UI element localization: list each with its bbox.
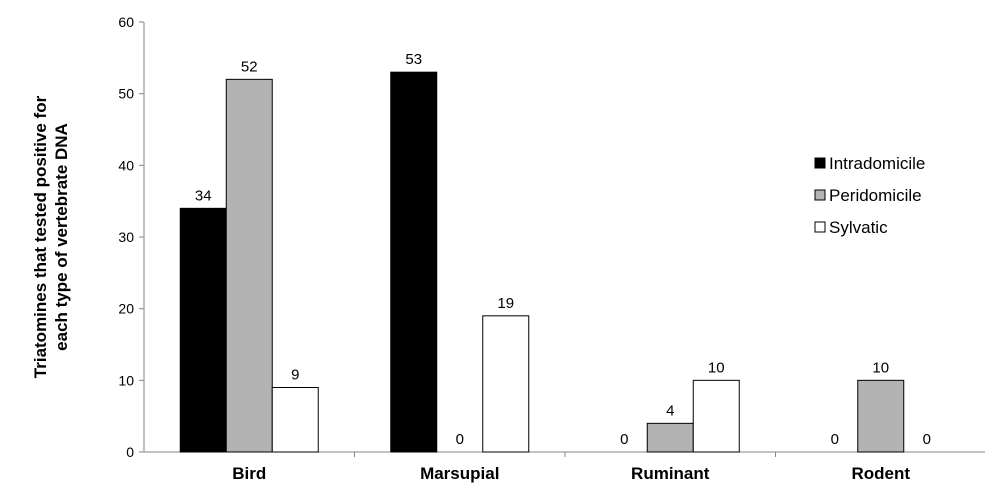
bar bbox=[390, 71, 438, 453]
bar bbox=[857, 379, 905, 453]
y-tick-label: 40 bbox=[118, 157, 134, 173]
y-axis-label-line-2: each type of vertebrate DNA bbox=[52, 123, 71, 351]
legend-label: Sylvatic bbox=[829, 218, 888, 237]
y-axis-ticks: 0 10 20 30 40 50 60 bbox=[118, 14, 144, 460]
data-label: 0 bbox=[923, 431, 931, 448]
legend-label: Intradomicile bbox=[829, 154, 925, 173]
bars bbox=[179, 71, 905, 453]
legend-swatch bbox=[814, 189, 826, 201]
category-label: Marsupial bbox=[420, 464, 499, 483]
data-label: 9 bbox=[291, 367, 299, 384]
y-tick-label: 60 bbox=[118, 14, 134, 30]
y-axis-label: Triatomines that tested positive for eac… bbox=[31, 95, 71, 378]
category-labels: Bird Marsupial Ruminant Rodent bbox=[232, 452, 910, 483]
bar bbox=[692, 379, 740, 453]
data-label: 0 bbox=[831, 431, 839, 448]
data-label: 34 bbox=[195, 187, 212, 204]
y-tick-label: 50 bbox=[118, 86, 134, 102]
y-tick-label: 30 bbox=[118, 229, 134, 245]
y-tick-label: 10 bbox=[118, 372, 134, 388]
data-label: 4 bbox=[666, 402, 674, 419]
category-label: Ruminant bbox=[631, 464, 710, 483]
data-label: 19 bbox=[497, 295, 514, 312]
bar bbox=[646, 422, 694, 453]
data-label: 10 bbox=[708, 359, 725, 376]
bar bbox=[271, 387, 319, 453]
category-label: Rodent bbox=[851, 464, 910, 483]
data-label: 0 bbox=[456, 431, 464, 448]
bar bbox=[179, 207, 227, 453]
data-label: 0 bbox=[620, 431, 628, 448]
legend: Intradomicile Peridomicile Sylvatic bbox=[814, 154, 925, 237]
bar bbox=[482, 315, 530, 453]
y-tick-label: 0 bbox=[126, 444, 134, 460]
data-label: 52 bbox=[241, 58, 258, 75]
y-axis-label-line-1: Triatomines that tested positive for bbox=[31, 95, 50, 378]
category-label: Bird bbox=[232, 464, 266, 483]
y-tick-label: 20 bbox=[118, 301, 134, 317]
data-label: 53 bbox=[405, 51, 422, 68]
legend-label: Peridomicile bbox=[829, 186, 922, 205]
bar bbox=[225, 78, 273, 453]
data-labels: 34 52 9 53 0 19 0 4 10 0 10 0 bbox=[195, 51, 931, 448]
data-label: 10 bbox=[872, 359, 889, 376]
legend-swatch bbox=[814, 157, 826, 169]
legend-swatch bbox=[814, 221, 826, 233]
